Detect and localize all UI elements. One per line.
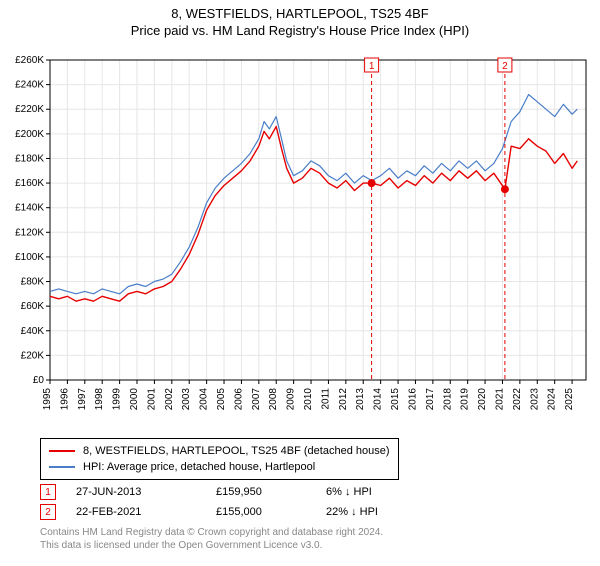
svg-text:1998: 1998 [94, 388, 105, 411]
svg-text:2: 2 [502, 61, 508, 72]
svg-text:2005: 2005 [216, 388, 227, 411]
svg-text:£200K: £200K [15, 129, 44, 140]
legend-label: HPI: Average price, detached house, Hart… [83, 459, 315, 475]
sale-row: 1 27-JUN-2013£159,9506% ↓ HPI [40, 482, 446, 502]
footer-line-2: This data is licensed under the Open Gov… [40, 539, 383, 552]
legend-label: 8, WESTFIELDS, HARTLEPOOL, TS25 4BF (det… [83, 443, 390, 459]
legend-item: HPI: Average price, detached house, Hart… [49, 459, 390, 475]
svg-text:£180K: £180K [15, 153, 44, 164]
svg-text:£80K: £80K [21, 277, 45, 288]
footer-licence: Contains HM Land Registry data © Crown c… [40, 526, 383, 552]
svg-text:£100K: £100K [15, 252, 44, 263]
svg-text:£260K: £260K [15, 55, 44, 66]
svg-text:£240K: £240K [15, 80, 44, 91]
sale-price: £155,000 [216, 506, 326, 518]
svg-text:2023: 2023 [529, 388, 540, 411]
svg-text:£220K: £220K [15, 104, 44, 115]
svg-text:2016: 2016 [407, 388, 418, 411]
sale-marker: 2 [40, 504, 56, 520]
legend-item: 8, WESTFIELDS, HARTLEPOOL, TS25 4BF (det… [49, 443, 390, 459]
svg-text:2000: 2000 [129, 388, 140, 411]
sale-price: £159,950 [216, 486, 326, 498]
chart-svg: £0 £20K £40K £60K £80K £100K £120K £140K £160K £1… [0, 52, 600, 432]
sale-date: 22-FEB-2021 [76, 506, 216, 518]
legend: 8, WESTFIELDS, HARTLEPOOL, TS25 4BF (det… [40, 438, 399, 480]
svg-text:2008: 2008 [268, 388, 279, 411]
svg-text:2015: 2015 [390, 388, 401, 411]
svg-text:2006: 2006 [233, 388, 244, 411]
sale-delta: 22% ↓ HPI [326, 506, 446, 518]
svg-text:2024: 2024 [547, 388, 558, 411]
svg-text:£120K: £120K [15, 227, 44, 238]
svg-text:2025: 2025 [564, 388, 575, 411]
svg-text:£20K: £20K [21, 350, 45, 361]
sale-marker: 1 [40, 484, 56, 500]
svg-text:1999: 1999 [112, 388, 123, 411]
svg-text:2019: 2019 [460, 388, 471, 411]
svg-text:1997: 1997 [77, 388, 88, 411]
svg-text:£140K: £140K [15, 203, 44, 214]
svg-text:1: 1 [369, 61, 375, 72]
svg-text:£160K: £160K [15, 178, 44, 189]
sale-date: 27-JUN-2013 [76, 486, 216, 498]
svg-text:2009: 2009 [286, 388, 297, 411]
chart-title: 8, WESTFIELDS, HARTLEPOOL, TS25 4BF [0, 6, 600, 21]
svg-text:2010: 2010 [303, 388, 314, 411]
sale-delta: 6% ↓ HPI [326, 486, 446, 498]
chart-area: £0 £20K £40K £60K £80K £100K £120K £140K £160K £1… [0, 52, 600, 432]
chart-subtitle: Price paid vs. HM Land Registry's House … [0, 23, 600, 38]
svg-text:2001: 2001 [146, 388, 157, 411]
svg-text:2003: 2003 [181, 388, 192, 411]
svg-text:1996: 1996 [59, 388, 70, 411]
svg-text:2013: 2013 [355, 388, 366, 411]
svg-text:2011: 2011 [320, 388, 331, 410]
legend-swatch [49, 466, 75, 468]
svg-text:1995: 1995 [42, 388, 53, 411]
svg-text:£0: £0 [33, 375, 45, 386]
svg-text:2020: 2020 [477, 388, 488, 411]
svg-text:2022: 2022 [512, 388, 523, 411]
svg-text:2014: 2014 [373, 388, 384, 411]
svg-text:2004: 2004 [199, 388, 210, 411]
svg-text:2018: 2018 [442, 388, 453, 411]
svg-text:£40K: £40K [21, 326, 45, 337]
svg-text:2012: 2012 [338, 388, 349, 411]
svg-text:2017: 2017 [425, 388, 436, 411]
svg-text:2002: 2002 [164, 388, 175, 411]
footer-line-1: Contains HM Land Registry data © Crown c… [40, 526, 383, 539]
legend-swatch [49, 450, 75, 452]
sale-row: 2 22-FEB-2021£155,00022% ↓ HPI [40, 502, 446, 522]
svg-text:2021: 2021 [494, 388, 505, 411]
sales-table: 1 27-JUN-2013£159,9506% ↓ HPI 2 22-FEB-2021… [40, 482, 446, 522]
svg-text:£60K: £60K [21, 301, 45, 312]
svg-text:2007: 2007 [251, 388, 262, 411]
